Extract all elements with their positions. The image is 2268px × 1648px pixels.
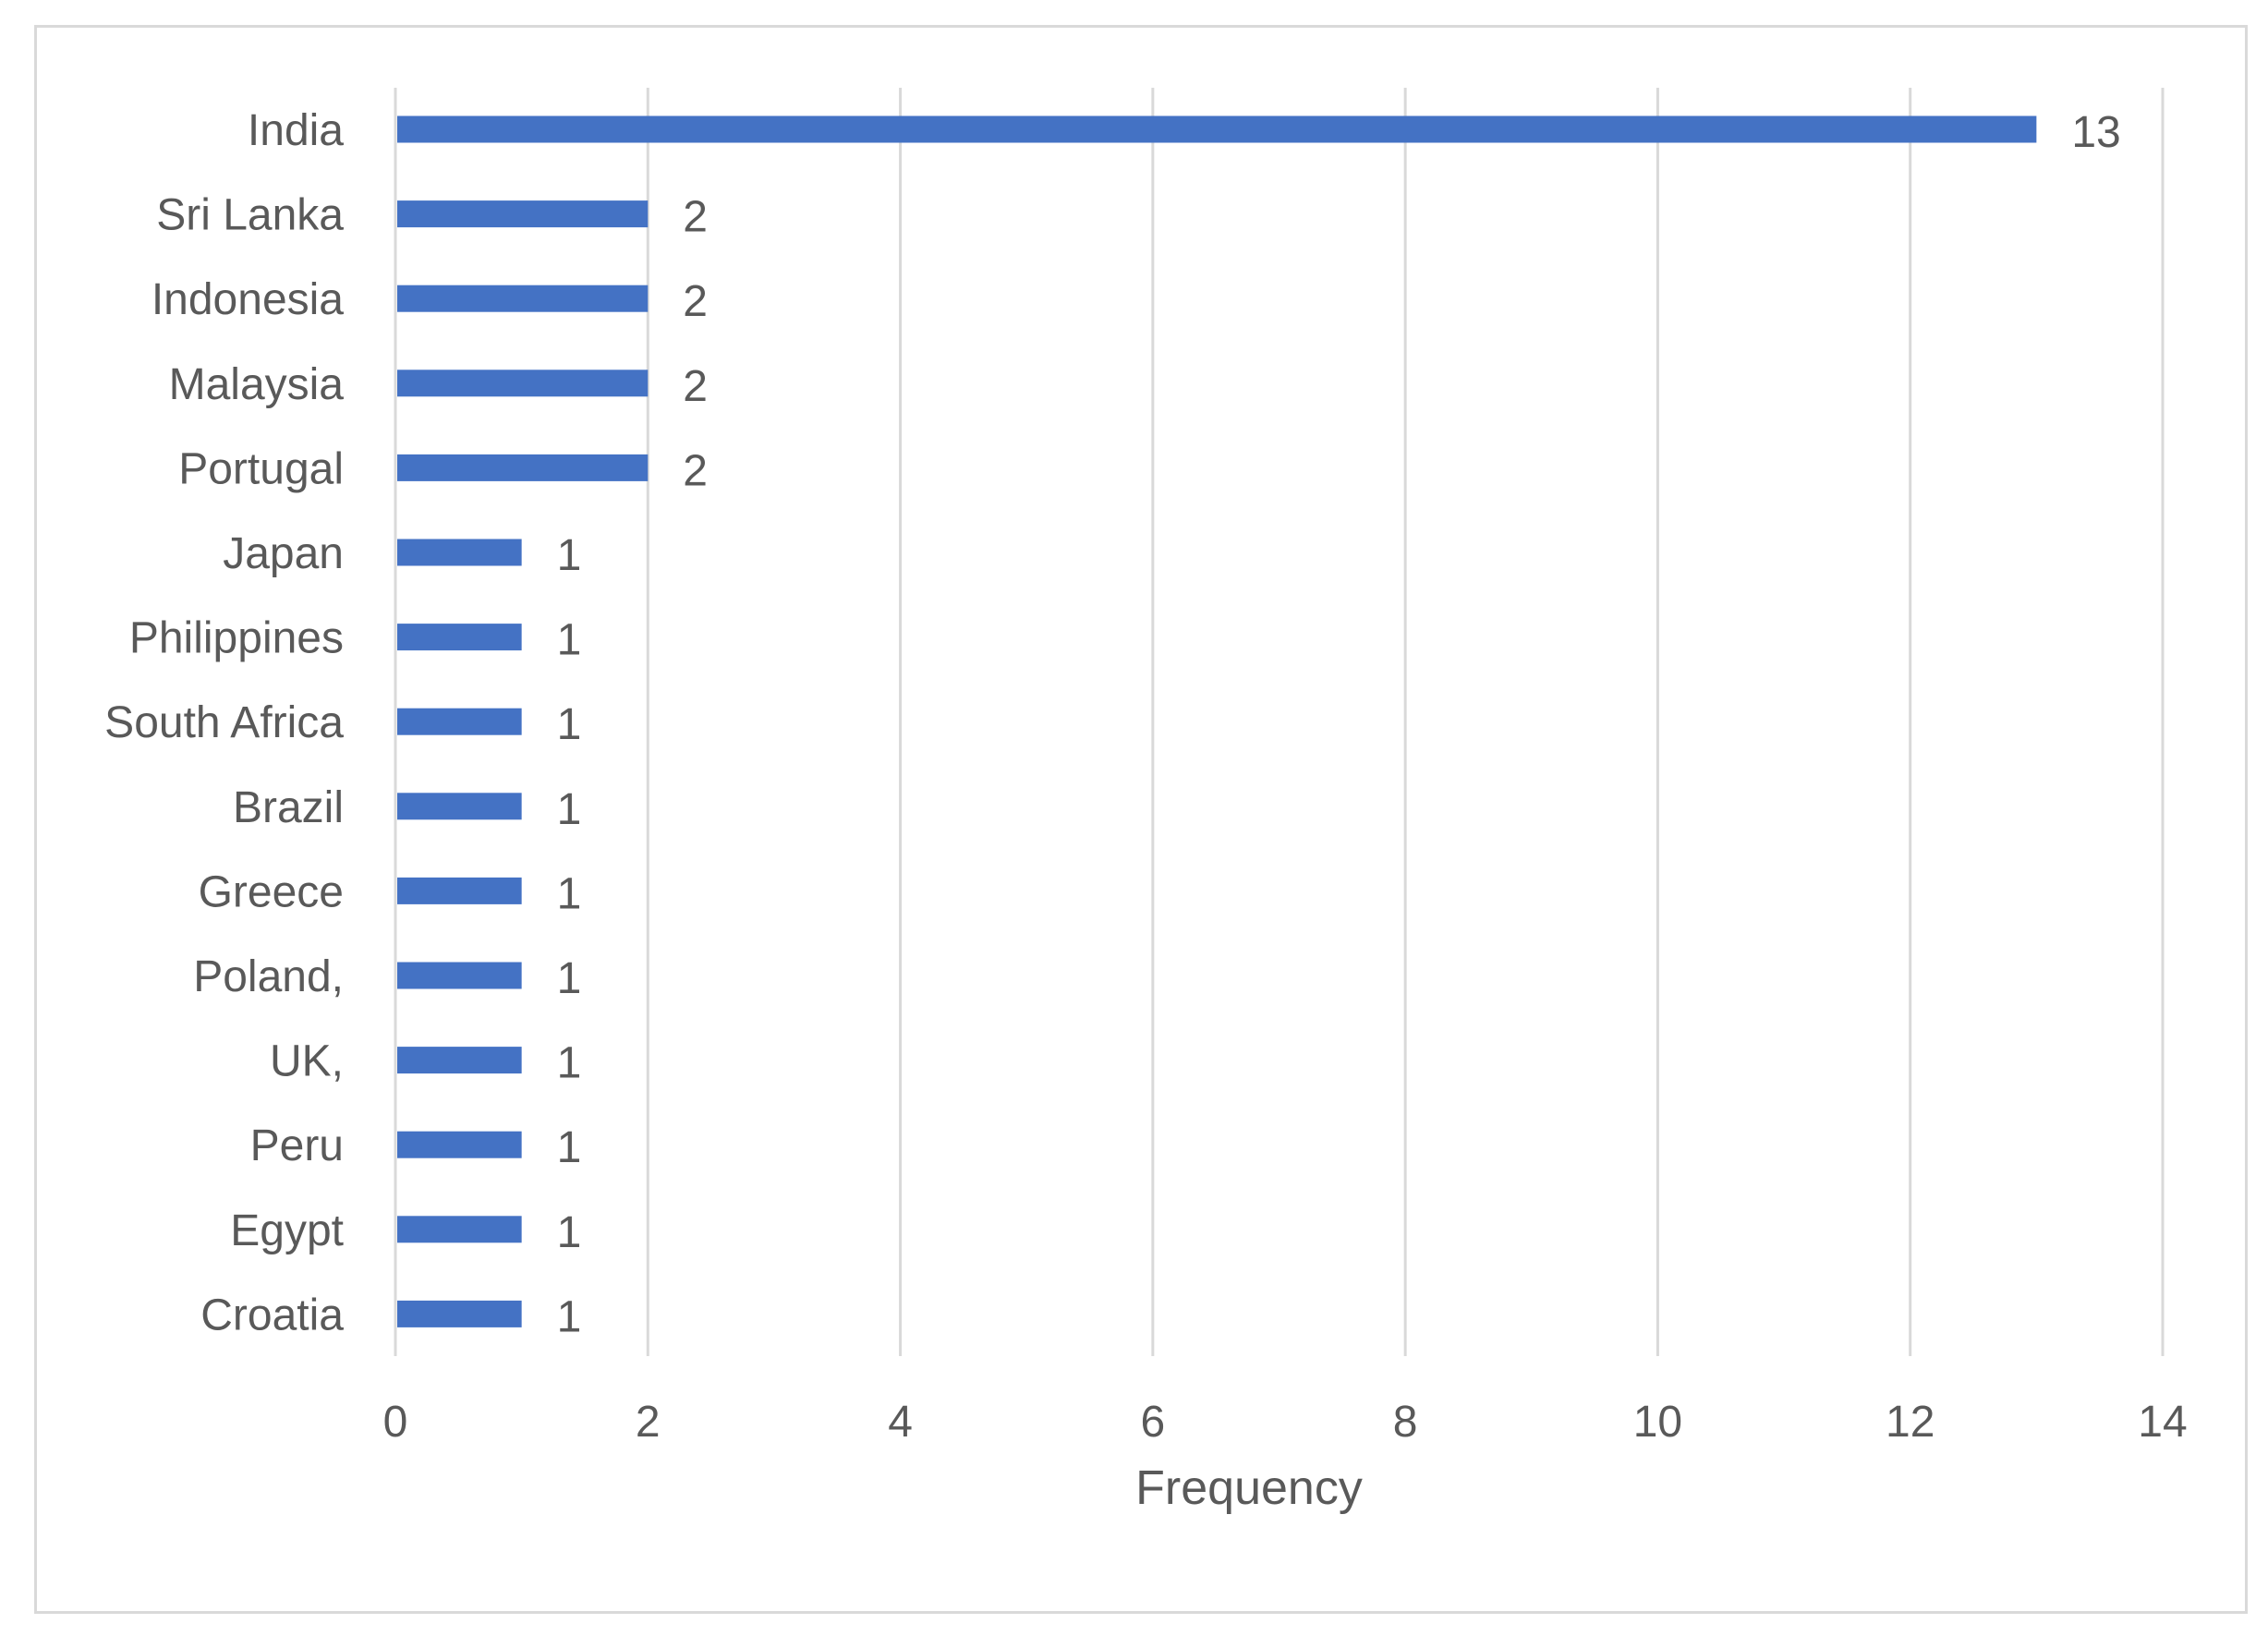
- data-label: 1: [557, 869, 582, 918]
- bar-india: [397, 115, 2037, 143]
- data-label: 1: [557, 531, 582, 580]
- data-label: 1: [557, 1208, 582, 1257]
- category-label: South Africa: [104, 698, 344, 747]
- category-label: Egypt: [230, 1206, 344, 1255]
- data-label: 2: [683, 277, 708, 326]
- bar-philippines: [397, 624, 522, 651]
- category-label: Japan: [223, 529, 344, 578]
- category-label: Poland,: [193, 952, 344, 1001]
- bar-croatia: [397, 1300, 522, 1327]
- bar-egypt: [397, 1216, 522, 1243]
- data-label: 2: [683, 446, 708, 495]
- data-label: 2: [683, 193, 708, 242]
- x-axis-title: Frequency: [1135, 1461, 1363, 1515]
- x-tick-label: 2: [636, 1398, 661, 1447]
- x-tick-label: 10: [1633, 1398, 1682, 1447]
- bar-brazil: [397, 793, 522, 820]
- data-label: 13: [2071, 108, 2120, 157]
- x-tick-label: 8: [1393, 1398, 1418, 1447]
- bar-malaysia: [397, 370, 649, 397]
- bar-indonesia: [397, 285, 649, 312]
- bars: [397, 115, 2037, 1327]
- data-label: 1: [557, 700, 582, 749]
- data-label: 1: [557, 785, 582, 834]
- x-tick-label: 6: [1141, 1398, 1166, 1447]
- bar-japan: [397, 539, 522, 566]
- bar-uk: [397, 1047, 522, 1074]
- bar-south-africa: [397, 708, 522, 735]
- category-labels: India Sri Lanka Indonesia Malaysia Portugal J…: [104, 106, 344, 1339]
- category-label: Portugal: [178, 444, 344, 493]
- bar-portugal: [397, 454, 649, 481]
- x-tick-labels: 0 2 4 6 8 10 12 14: [383, 1398, 2188, 1447]
- category-label: Brazil: [233, 783, 344, 832]
- data-label: 1: [557, 1292, 582, 1341]
- data-label: 1: [557, 1039, 582, 1088]
- category-label: India: [248, 106, 344, 155]
- x-tick-label: 0: [383, 1398, 408, 1447]
- category-label: Croatia: [200, 1291, 344, 1339]
- category-label: Peru: [250, 1121, 344, 1170]
- data-labels: 13 2 2 2 2 1 1 1 1 1 1 1 1 1 1: [557, 108, 2121, 1341]
- data-label: 1: [557, 954, 582, 1003]
- category-label: UK,: [270, 1037, 344, 1086]
- gridlines: [394, 88, 2165, 1356]
- category-label: Greece: [199, 867, 344, 916]
- data-label: 1: [557, 1123, 582, 1172]
- bar-poland: [397, 962, 522, 989]
- data-label: 1: [557, 616, 582, 665]
- x-tick-label: 4: [888, 1398, 913, 1447]
- category-label: Sri Lanka: [156, 191, 344, 240]
- category-label: Malaysia: [169, 360, 345, 409]
- category-label: Indonesia: [152, 275, 344, 324]
- category-label: Philippines: [129, 614, 344, 663]
- bar-sri-lanka: [397, 200, 649, 228]
- bar-greece: [397, 877, 522, 904]
- x-tick-label: 14: [2138, 1398, 2187, 1447]
- x-tick-label: 12: [1886, 1398, 1934, 1447]
- data-label: 2: [683, 362, 708, 411]
- bar-peru: [397, 1131, 522, 1158]
